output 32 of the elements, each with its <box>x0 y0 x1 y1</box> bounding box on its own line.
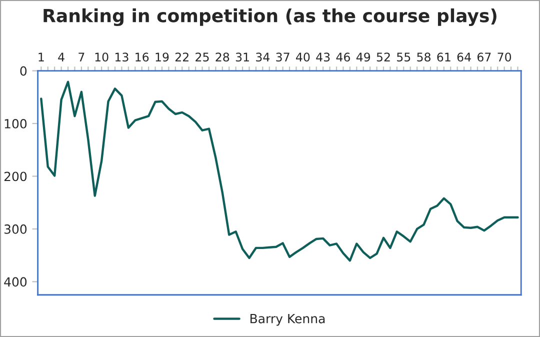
x-tick-label: 61 <box>437 52 450 62</box>
x-tick-label: 67 <box>477 52 491 62</box>
x-tick-label: 49 <box>356 52 370 62</box>
x-tick-label: 40 <box>296 52 310 62</box>
x-tick-label: 55 <box>397 52 410 62</box>
x-tick-label: 25 <box>196 52 209 62</box>
x-tick-label: 13 <box>115 52 128 62</box>
x-tick-label: 46 <box>336 52 350 62</box>
line-series <box>40 80 519 262</box>
x-tick-label: 4 <box>58 52 64 62</box>
x-tick-label: 52 <box>376 52 390 62</box>
x-tick-label: 37 <box>276 52 290 62</box>
x-tick-label: 70 <box>498 52 512 62</box>
x-tick-label: 16 <box>136 52 149 62</box>
y-tick-label: 200 <box>4 172 27 182</box>
y-tick-label: 400 <box>4 277 27 287</box>
x-tick-label: 58 <box>417 52 430 62</box>
x-tick-label: 43 <box>316 52 330 62</box>
x-tick-label: 28 <box>216 52 230 62</box>
x-tick-label: 22 <box>175 52 188 62</box>
x-tick-label: 31 <box>236 52 249 62</box>
x-tick-label: 10 <box>95 52 108 62</box>
y-tick-label: 100 <box>4 118 27 128</box>
x-tick-label: 64 <box>457 52 471 62</box>
x-tick-label: 34 <box>256 52 270 62</box>
x-tick-label: 1 <box>38 52 44 62</box>
legend-label: Barry Kenna <box>250 314 325 326</box>
y-tick-label: 300 <box>4 224 27 234</box>
x-tick-label: 19 <box>156 52 169 62</box>
chart-title: Ranking in competition (as the course plays) <box>44 8 496 26</box>
x-tick-label: 7 <box>78 52 84 62</box>
y-tick-label: 0 <box>20 66 27 76</box>
